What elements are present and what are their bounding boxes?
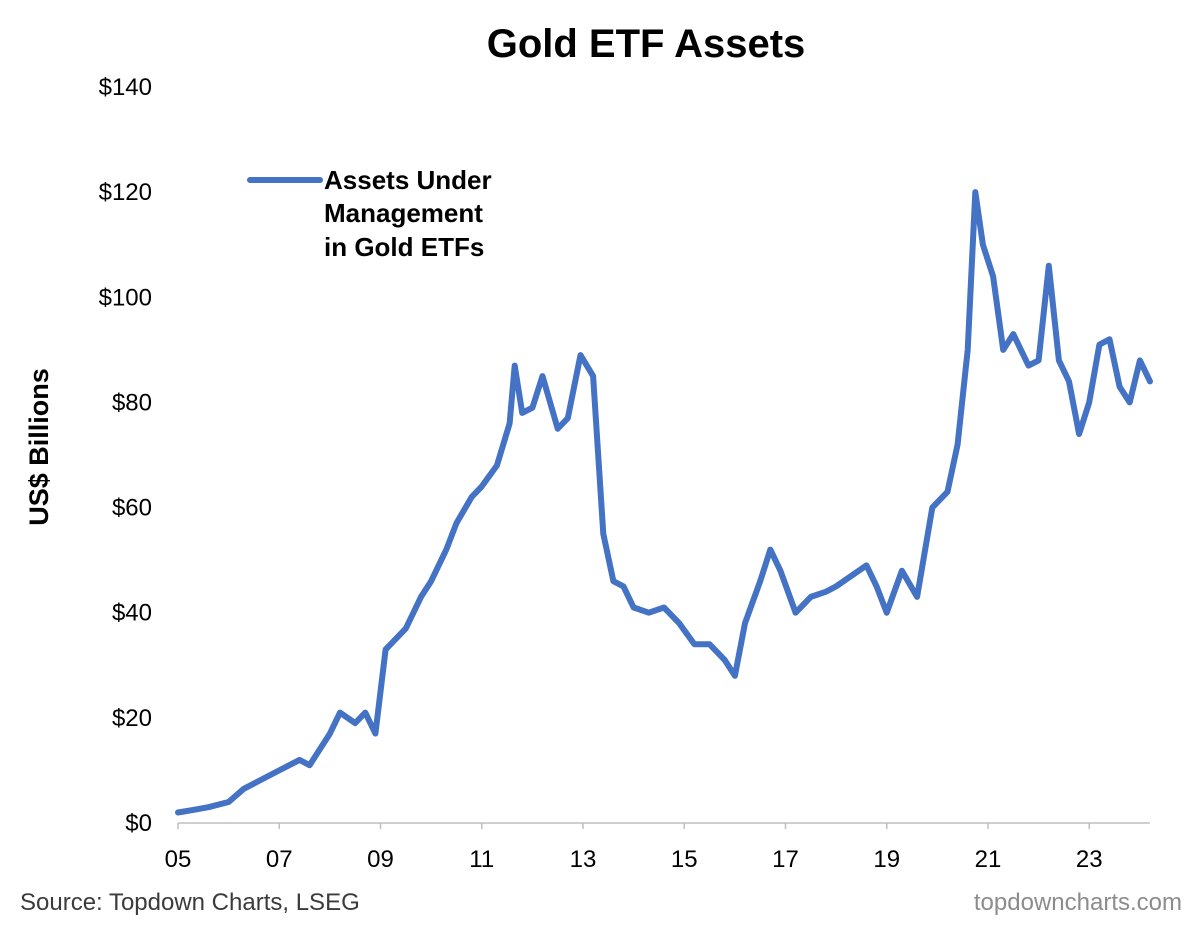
- legend-label-line-3: in Gold ETFs: [324, 232, 484, 262]
- x-tick-label: 13: [570, 846, 597, 873]
- x-tick-label: 19: [873, 846, 900, 873]
- x-axis-ticks: 05 07 09 11 13 15 17 19 21 23: [165, 823, 1103, 873]
- x-tick-label: 21: [975, 846, 1002, 873]
- y-axis-ticks: $0 $20 $40 $60 $80 $100 $120 $140: [99, 74, 152, 837]
- brand-watermark: topdowncharts.com: [974, 889, 1182, 916]
- legend: Assets Under Management in Gold ETFs: [247, 165, 499, 262]
- y-axis-label: US$ Billions: [24, 368, 54, 526]
- x-tick-label: 07: [266, 846, 293, 873]
- x-tick-label: 09: [367, 846, 394, 873]
- x-tick-label: 05: [165, 846, 192, 873]
- source-note: Source: Topdown Charts, LSEG: [20, 889, 360, 916]
- legend-label-line-2: Management: [324, 198, 483, 228]
- y-tick-label: $140: [99, 74, 152, 101]
- y-tick-label: $0: [125, 810, 152, 837]
- series-group: [175, 189, 1153, 816]
- series-line-gold-etf-aum: [175, 189, 1153, 816]
- legend-label-line-1: Assets Under: [324, 165, 492, 195]
- y-tick-label: $40: [112, 600, 152, 627]
- x-tick-label: 11: [469, 846, 494, 873]
- y-tick-label: $100: [99, 284, 152, 311]
- chart-title: Gold ETF Assets: [487, 22, 806, 66]
- legend-label: Assets Under Management in Gold ETFs: [324, 165, 499, 262]
- x-tick-label: 23: [1076, 846, 1103, 873]
- x-tick-label: 17: [772, 846, 799, 873]
- y-tick-label: $120: [99, 179, 152, 206]
- y-tick-label: $20: [112, 705, 152, 732]
- x-tick-label: 15: [671, 846, 698, 873]
- y-tick-label: $80: [112, 389, 152, 416]
- y-tick-label: $60: [112, 495, 152, 522]
